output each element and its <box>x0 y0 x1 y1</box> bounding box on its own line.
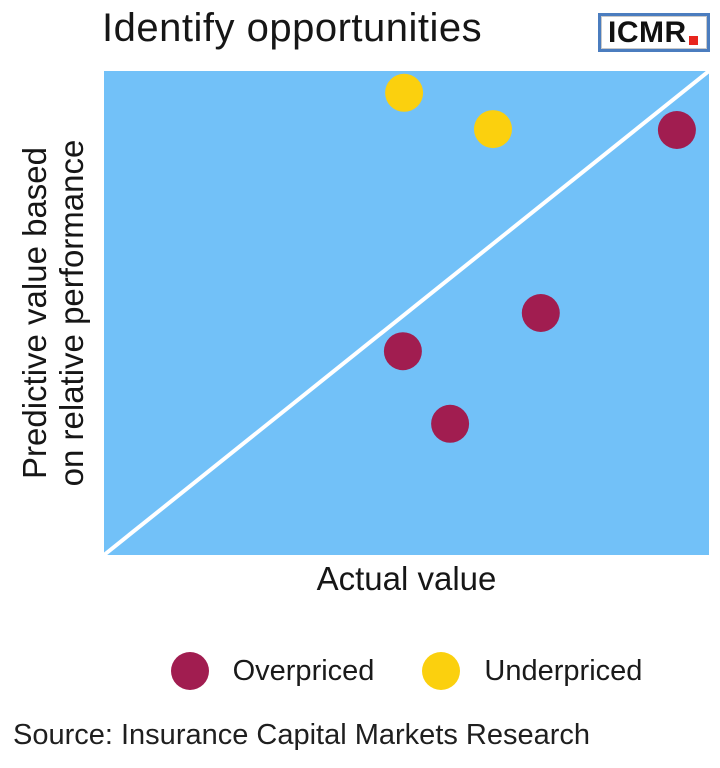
data-point-overpriced <box>383 332 422 371</box>
icmr-logo-red-dot-icon <box>688 36 698 45</box>
data-point-overpriced <box>521 294 560 332</box>
points-layer <box>383 73 696 443</box>
legend-label-overpriced: Overpriced <box>232 654 375 687</box>
plot-svg <box>104 71 709 555</box>
data-point-underpriced <box>385 73 424 112</box>
page-title: Identify opportunities <box>102 6 483 50</box>
data-point-overpriced <box>431 404 470 443</box>
data-point-overpriced <box>657 111 696 149</box>
scatter-plot <box>104 71 709 555</box>
source-attribution: Source: Insurance Capital Markets Resear… <box>13 719 591 751</box>
overpriced-swatch-icon <box>170 652 209 690</box>
icmr-logo: ICMR <box>598 13 710 52</box>
y-axis-label-line-2: on relative performance <box>53 139 90 487</box>
underpriced-swatch-icon <box>422 652 461 690</box>
icmr-logo-text: ICMR <box>608 15 687 49</box>
legend: Overpriced Underpriced <box>104 652 709 690</box>
x-axis-label: Actual value <box>316 560 497 597</box>
legend-item-overpriced: Overpriced <box>170 652 375 690</box>
y-axis-label: Predictive value based on relative perfo… <box>8 71 98 555</box>
legend-item-underpriced: Underpriced <box>422 652 642 690</box>
diagonal-reference-line <box>104 71 709 555</box>
data-point-underpriced <box>474 110 512 149</box>
y-axis-label-line-1: Predictive value based <box>16 146 53 480</box>
legend-label-underpriced: Underpriced <box>484 654 643 687</box>
